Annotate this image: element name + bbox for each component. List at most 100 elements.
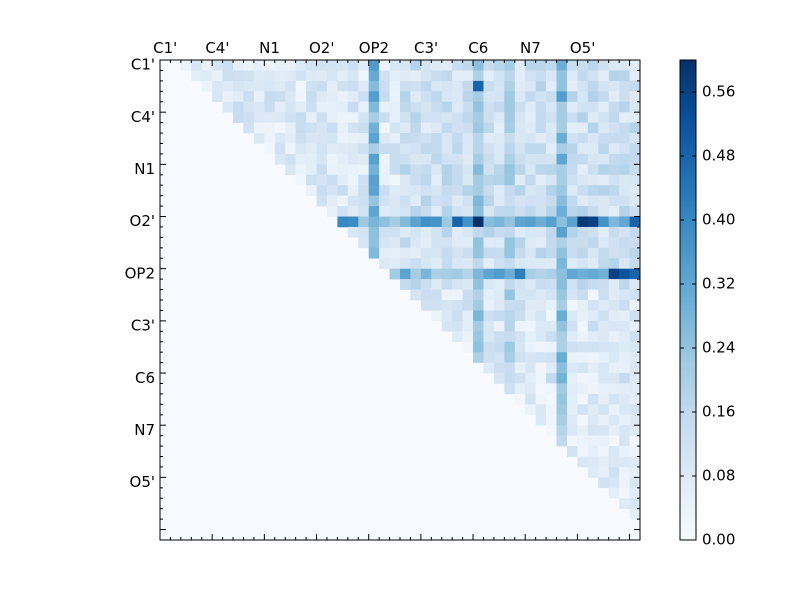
- heatmap-cell: [546, 216, 557, 228]
- heatmap-cell: [598, 247, 609, 259]
- heatmap-cell: [577, 206, 589, 217]
- heatmap-cell: [306, 70, 317, 82]
- heatmap-cell: [556, 195, 568, 207]
- heatmap-cell: [316, 153, 328, 165]
- heatmap-cell: [504, 237, 516, 249]
- heatmap-cell: [264, 122, 276, 134]
- heatmap-cell: [462, 185, 474, 196]
- heatmap-cell: [410, 185, 422, 196]
- heatmap-cell: [598, 216, 609, 228]
- heatmap-cell: [629, 164, 641, 176]
- heatmap-cell: [546, 206, 557, 217]
- heatmap-cell: [608, 258, 620, 269]
- heatmap-cell: [400, 80, 411, 92]
- heatmap-cell: [619, 70, 630, 82]
- heatmap-cell: [368, 153, 380, 165]
- heatmap-cell: [316, 60, 328, 71]
- heatmap-cell: [598, 373, 609, 384]
- heatmap-cell: [410, 268, 422, 280]
- heatmap-cell: [577, 435, 589, 447]
- heatmap-cell: [347, 206, 359, 217]
- heatmap-cell: [598, 258, 609, 269]
- heatmap-cell: [598, 289, 609, 301]
- heatmap-cell: [619, 122, 630, 134]
- heatmap-cell: [379, 153, 390, 165]
- heatmap-cell: [566, 174, 578, 186]
- heatmap-cell: [431, 153, 443, 165]
- heatmap-cell: [535, 133, 547, 144]
- heatmap-cell: [566, 362, 578, 374]
- heatmap-cell: [483, 300, 495, 311]
- heatmap-cell: [462, 195, 474, 207]
- heatmap-cell: [525, 341, 536, 353]
- heatmap-cell: [358, 143, 369, 155]
- heatmap-cell: [347, 122, 359, 134]
- heatmap-cell: [504, 122, 516, 134]
- heatmap-cell: [493, 174, 505, 186]
- heatmap-cell: [619, 247, 630, 259]
- heatmap-cell: [504, 289, 516, 301]
- y-tick-label: C6: [135, 369, 155, 387]
- heatmap-cell: [587, 143, 599, 155]
- heatmap-cell: [326, 91, 338, 103]
- y-axis-labels: C1' C4' N1 O2' OP2 C3' C6 N7 O5': [125, 56, 155, 491]
- heatmap-cell: [535, 393, 547, 405]
- heatmap-cell: [452, 279, 463, 290]
- heatmap-cell: [546, 237, 557, 249]
- heatmap-cell: [368, 112, 380, 123]
- heatmap-cell: [400, 237, 411, 249]
- heatmap-cell: [587, 414, 599, 426]
- heatmap-cell: [452, 247, 463, 259]
- heatmap-cell: [420, 164, 432, 176]
- heatmap-cell: [587, 258, 599, 269]
- heatmap-cell: [566, 60, 578, 71]
- heatmap-cell: [410, 112, 422, 123]
- heatmap-cell: [535, 206, 547, 217]
- heatmap-cell: [587, 310, 599, 322]
- y-tick-label: N1: [134, 160, 155, 178]
- heatmap-cell: [316, 70, 328, 82]
- heatmap-cell: [379, 247, 390, 259]
- heatmap-cell: [473, 268, 484, 280]
- heatmap-cell: [441, 247, 453, 259]
- heatmap-cell: [493, 216, 505, 228]
- heatmap-cell: [473, 206, 484, 217]
- heatmap-cell: [525, 70, 536, 82]
- heatmap-cell: [285, 153, 296, 165]
- heatmap-cell: [598, 70, 609, 82]
- heatmap-cell: [431, 216, 443, 228]
- heatmap-cell: [535, 226, 547, 238]
- heatmap-cell: [233, 101, 244, 113]
- x-tick-label: C3': [414, 39, 438, 57]
- heatmap-cell: [441, 122, 453, 134]
- heatmap-cell: [431, 258, 443, 269]
- heatmap-cell: [452, 60, 463, 71]
- heatmap-cell: [598, 226, 609, 238]
- heatmap-cell: [410, 164, 422, 176]
- heatmap-cell: [598, 164, 609, 176]
- heatmap-cell: [608, 122, 620, 134]
- heatmap-cell: [358, 164, 369, 176]
- heatmap-cell: [608, 383, 620, 395]
- heatmap-cell: [316, 122, 328, 134]
- heatmap-cell: [368, 80, 380, 92]
- heatmap-cell: [441, 174, 453, 186]
- heatmap-cell: [546, 310, 557, 322]
- heatmap-cell: [295, 133, 307, 144]
- heatmap-cell: [546, 362, 557, 374]
- heatmap-cell: [473, 341, 484, 353]
- heatmap-cell: [525, 320, 536, 332]
- heatmap-cell: [504, 185, 516, 196]
- heatmap-cell: [431, 237, 443, 249]
- heatmap-cell: [493, 112, 505, 123]
- heatmap-cell: [598, 153, 609, 165]
- heatmap-cell: [556, 206, 568, 217]
- heatmap-cell: [525, 91, 536, 103]
- heatmap-cell: [253, 91, 265, 103]
- heatmap-cell: [556, 80, 568, 92]
- heatmap-cell: [358, 70, 369, 82]
- heatmap-cell: [546, 80, 557, 92]
- heatmap-cell: [441, 310, 453, 322]
- heatmap-cell: [420, 289, 432, 301]
